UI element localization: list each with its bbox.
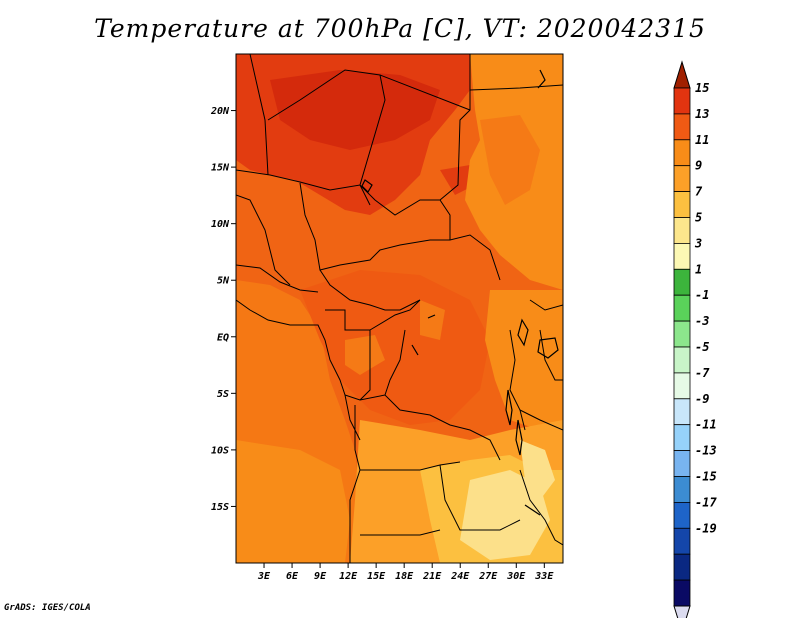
- colorbar-label: -13: [695, 444, 717, 458]
- colorbar-swatch: [673, 217, 691, 244]
- colorbar-swatch: [673, 165, 691, 192]
- colorbar-label: 15: [695, 81, 709, 95]
- lon-tick-label: 3E: [257, 571, 271, 582]
- colorbar-swatch: [673, 579, 691, 607]
- colorbar-swatch: [673, 553, 691, 581]
- lat-tick-label: EQ: [217, 332, 229, 343]
- colorbar-label: -1: [695, 288, 709, 302]
- country-borders: [236, 54, 563, 563]
- colorbar-swatch: [673, 191, 691, 218]
- colorbar-label: 11: [695, 133, 709, 147]
- colorbar-swatch: [673, 372, 691, 400]
- water-bodies: [361, 69, 559, 516]
- lon-tick-label: 18E: [395, 571, 414, 582]
- colorbar-label: 5: [695, 211, 702, 225]
- lat-tick-label: 5S: [217, 389, 229, 400]
- colorbar-swatch: [673, 476, 691, 503]
- colorbar-swatch: [673, 398, 691, 426]
- colorbar-max-arrow: [673, 60, 691, 89]
- lon-tick-label: 6E: [286, 571, 299, 582]
- lon-tick-label: 24E: [450, 571, 470, 582]
- colorbar-label: 3: [694, 236, 702, 250]
- map-title: Temperature at 700hPa [C], VT: 202004231…: [94, 14, 706, 43]
- colorbar-label: -15: [695, 470, 717, 484]
- lat-tick-label: 5N: [217, 276, 230, 287]
- colorbar-swatch: [673, 424, 691, 452]
- colorbar-swatch: [673, 139, 691, 167]
- colorbar-min-arrow: [673, 605, 691, 618]
- colorbar: 15 13 11 9 7 5 3 1 -1 -3 -5 -7 -9 -11 -13 -15 -17 -19: [673, 60, 717, 618]
- colorbar-label: -11: [695, 418, 717, 432]
- lon-tick-label: 15E: [367, 571, 386, 582]
- colorbar-swatch: [673, 113, 691, 141]
- colorbar-swatch: [673, 320, 691, 348]
- lon-tick-label: 12E: [339, 571, 358, 582]
- lat-tick-label: 15S: [211, 502, 229, 513]
- map-frame: [235, 53, 564, 564]
- lat-tick-label: 15N: [211, 163, 230, 174]
- lon-tick-label: 21E: [422, 571, 442, 582]
- longitude-axis: 3E 6E 9E 12E 15E 18E 21E 24E 27E 30E 33E: [257, 563, 554, 582]
- lon-tick-label: 9E: [314, 571, 327, 582]
- colorbar-label: -3: [695, 314, 709, 328]
- colorbar-swatch: [673, 87, 691, 115]
- colorbar-swatch: [673, 294, 691, 322]
- colorbar-label: 9: [695, 159, 702, 173]
- colorbar-label: 13: [695, 107, 709, 121]
- lat-tick-label: 10S: [211, 445, 229, 456]
- colorbar-label: 7: [695, 185, 703, 199]
- colorbar-swatch: [673, 501, 691, 529]
- colorbar-label: -9: [695, 392, 709, 406]
- colorbar-swatch: [673, 346, 691, 374]
- colorbar-label: -7: [695, 366, 710, 380]
- colorbar-label: -5: [695, 340, 709, 354]
- temperature-field: [236, 54, 563, 563]
- lon-tick-label: 33E: [534, 571, 554, 582]
- lat-tick-label: 20N: [210, 106, 230, 117]
- lat-tick-label: 10N: [211, 219, 230, 230]
- colorbar-swatch: [673, 268, 691, 296]
- colorbar-swatch: [673, 242, 691, 270]
- grads-credit: GrADS: IGES/COLA: [4, 603, 91, 613]
- latitude-axis: 20N 15N 10N 5N EQ 5S 10S 15S: [210, 106, 236, 513]
- lon-tick-label: 27E: [478, 571, 498, 582]
- lon-tick-label: 30E: [506, 571, 526, 582]
- colorbar-label: -19: [695, 521, 717, 535]
- colorbar-label: 1: [695, 262, 702, 276]
- colorbar-swatch: [673, 527, 691, 555]
- colorbar-swatch: [673, 450, 691, 477]
- colorbar-label: -17: [695, 495, 717, 509]
